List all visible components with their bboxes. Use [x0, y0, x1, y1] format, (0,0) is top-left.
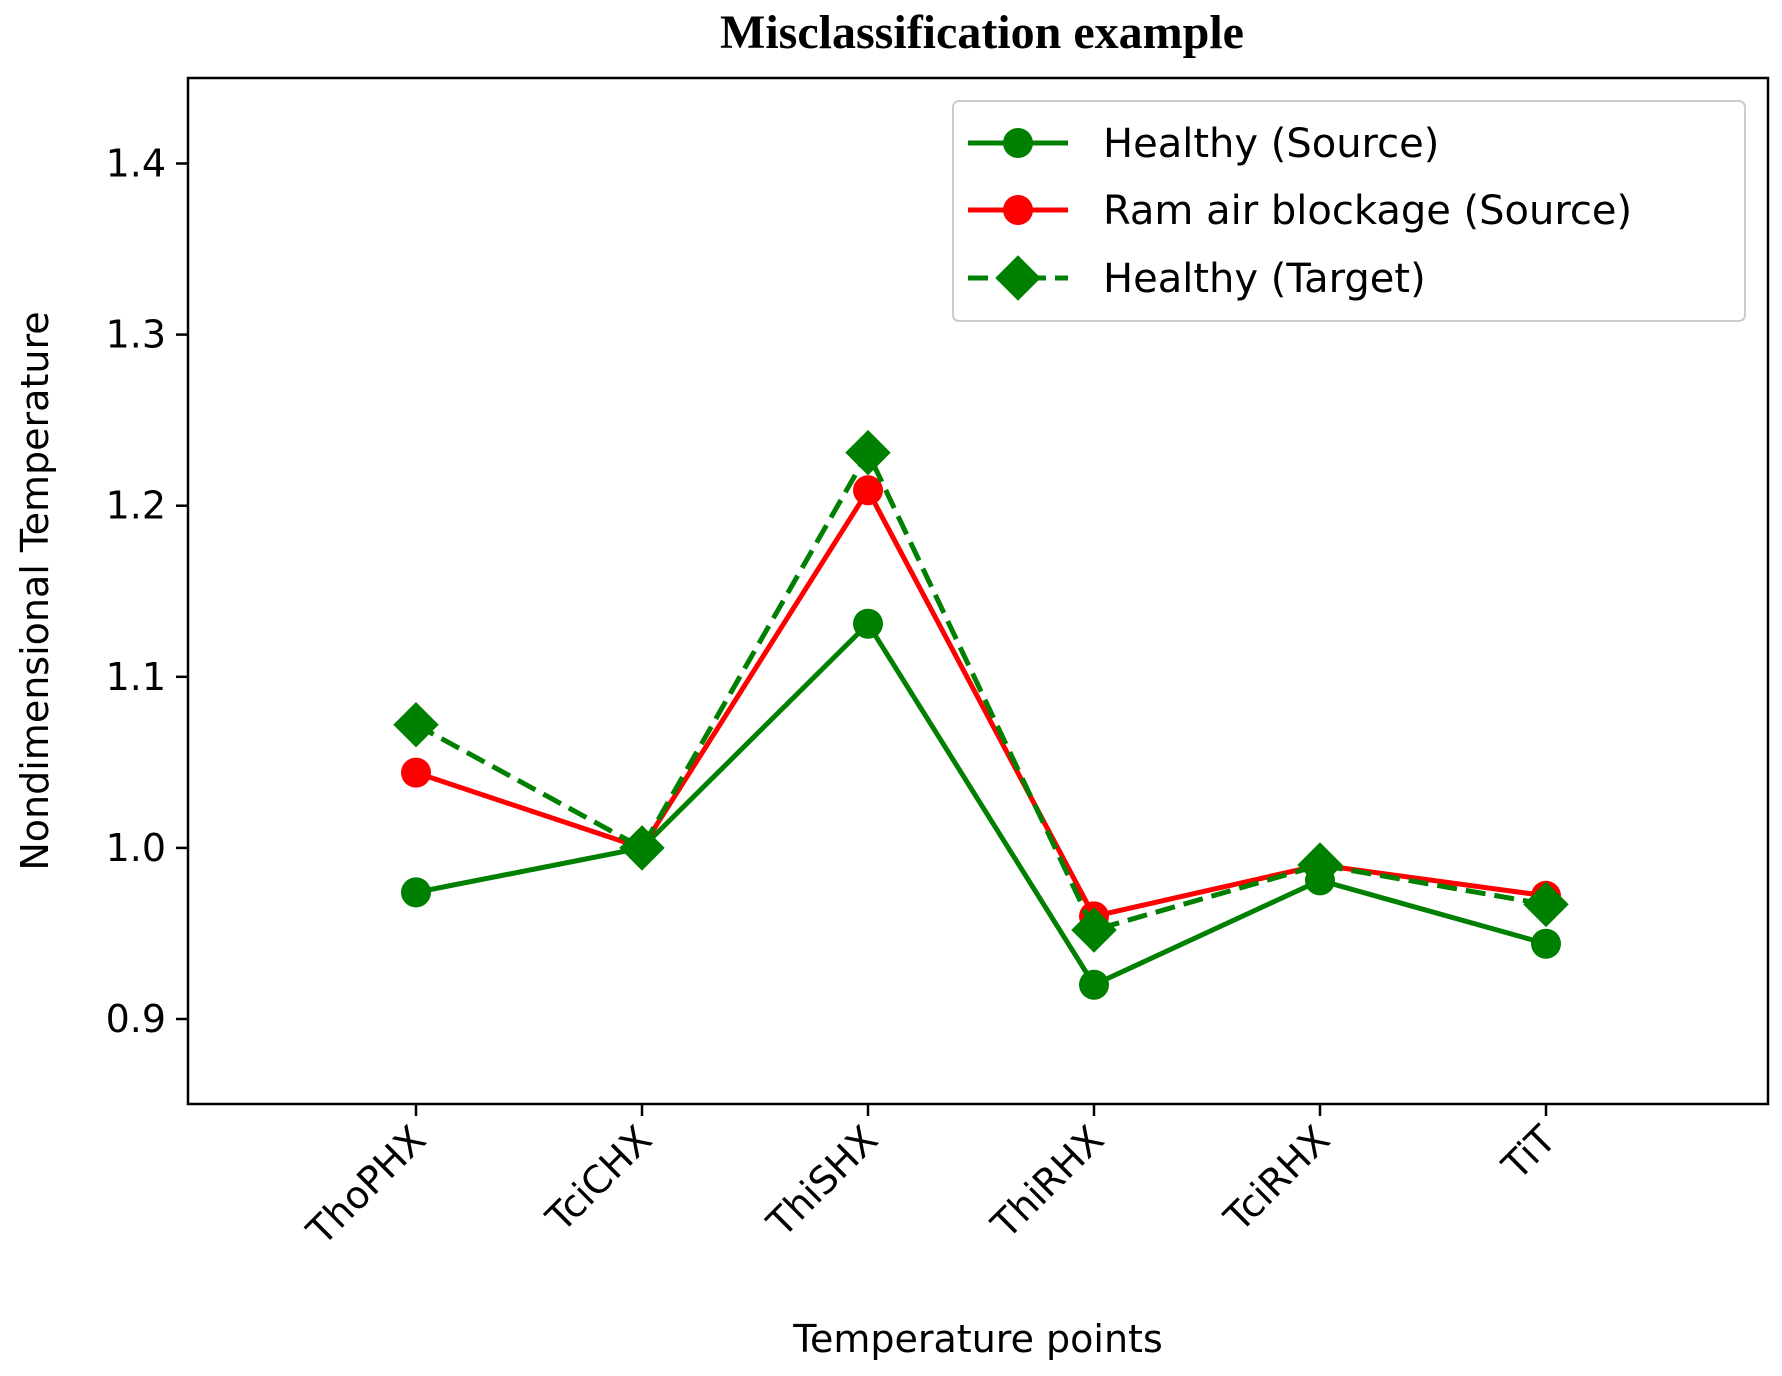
series-2: [393, 429, 1569, 953]
data-point: [845, 429, 891, 476]
legend-marker: [1003, 128, 1033, 158]
data-point: [393, 702, 439, 748]
legend-entry: Healthy (Source): [968, 121, 1439, 167]
series-0: [401, 608, 1561, 1000]
x-tick-label: TciRHX: [1215, 1117, 1338, 1240]
y-tick-label: 1.3: [106, 313, 166, 357]
data-point: [619, 825, 665, 871]
legend-entry: Ram air blockage (Source): [968, 188, 1632, 234]
legend-label: Healthy (Source): [1103, 121, 1439, 167]
data-point: [853, 475, 883, 506]
series-line: [415, 621, 1547, 988]
y-tick-label: 1.2: [106, 484, 166, 528]
x-tick-label: ThiRHX: [982, 1117, 1112, 1247]
legend-entry: Healthy (Target): [968, 255, 1426, 302]
legend: Healthy (Source) Ram air blockage (Source…: [952, 100, 1746, 322]
series-line: [415, 487, 1547, 919]
x-tick-label: ThiSHX: [758, 1117, 886, 1245]
x-tick-label: TiT: [1493, 1117, 1565, 1189]
legend-box: [952, 100, 1746, 322]
data-point: [401, 757, 431, 788]
legend-label: Ram air blockage (Source): [1103, 188, 1632, 234]
data-point: [1523, 881, 1569, 928]
y-tick-label: 1.1: [106, 655, 166, 699]
x-tick-label: ThoPHX: [298, 1117, 435, 1254]
data-point: [1297, 842, 1343, 888]
plot-area-frame: [186, 76, 1770, 1106]
y-axis-label: Nondimensional Temperature: [13, 311, 57, 870]
x-axis-label: Temperature points: [792, 1317, 1163, 1361]
data-point: [1079, 969, 1109, 1000]
legend-marker: [1003, 195, 1033, 225]
x-axis-ticks: ThoPHX TciCHX ThiSHX ThiRHX TciRHX TiT: [298, 1104, 1565, 1254]
chart-title: Misclassification example: [720, 6, 1244, 59]
y-tick-label: 1.0: [106, 826, 166, 870]
y-axis-ticks: 0.9 1.0 1.1 1.2 1.3 1.4: [106, 142, 188, 1041]
legend-label: Healthy (Target): [1103, 256, 1426, 302]
legend-marker: [995, 255, 1041, 301]
data-point: [853, 608, 883, 639]
data-point: [1071, 907, 1117, 953]
y-tick-label: 1.4: [106, 142, 166, 186]
y-tick-label: 0.9: [106, 997, 166, 1041]
data-point: [401, 877, 431, 908]
data-point: [1531, 928, 1561, 959]
series-line: [414, 450, 1547, 933]
x-tick-label: TciCHX: [537, 1117, 660, 1240]
series-layer: [393, 429, 1569, 1000]
